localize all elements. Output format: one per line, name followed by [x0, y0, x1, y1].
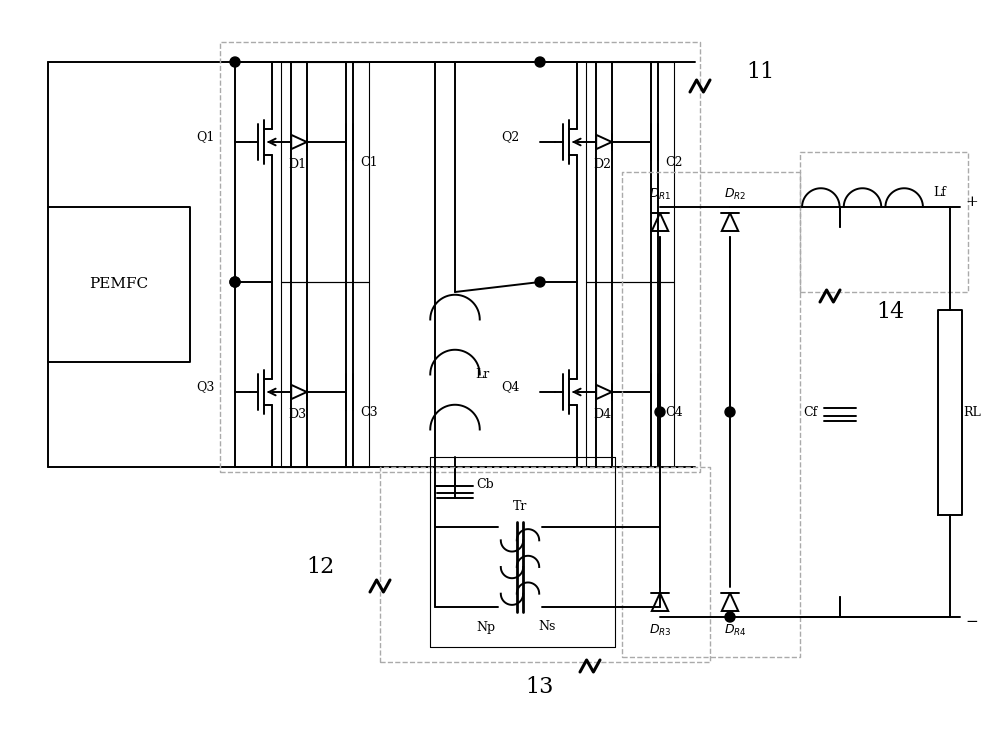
Text: +: +: [966, 195, 978, 209]
Text: Lf: Lf: [934, 186, 946, 199]
Text: Q3: Q3: [197, 381, 215, 393]
Text: Q1: Q1: [197, 131, 215, 144]
Circle shape: [535, 277, 545, 287]
Text: Tr: Tr: [513, 501, 527, 514]
Text: D4: D4: [593, 408, 611, 420]
Circle shape: [725, 612, 735, 622]
Circle shape: [725, 407, 735, 417]
Text: $D_{R3}$: $D_{R3}$: [649, 623, 671, 638]
Text: PEMFC: PEMFC: [89, 277, 149, 292]
Text: 11: 11: [746, 61, 774, 83]
Circle shape: [655, 407, 665, 417]
Text: 12: 12: [306, 556, 334, 578]
Text: $D_{R4}$: $D_{R4}$: [724, 623, 746, 638]
Circle shape: [230, 277, 240, 287]
Text: Q4: Q4: [502, 381, 520, 393]
Text: C4: C4: [665, 405, 683, 419]
Text: Lr: Lr: [475, 368, 489, 381]
Text: C3: C3: [360, 405, 378, 419]
Text: Np: Np: [476, 620, 495, 633]
Text: Cf: Cf: [803, 405, 817, 419]
Text: C2: C2: [665, 156, 683, 168]
Text: $D_{R1}$: $D_{R1}$: [649, 186, 671, 202]
Text: Cb: Cb: [476, 478, 494, 490]
Text: C1: C1: [360, 156, 378, 168]
Text: D1: D1: [288, 157, 306, 171]
Text: 13: 13: [526, 676, 554, 698]
Text: 14: 14: [876, 301, 904, 323]
Text: Q2: Q2: [502, 131, 520, 144]
Circle shape: [230, 277, 240, 287]
Text: Ns: Ns: [538, 620, 555, 633]
Text: RL: RL: [963, 405, 981, 419]
Text: D2: D2: [593, 157, 611, 171]
Text: −: −: [966, 615, 978, 629]
Text: D3: D3: [288, 408, 306, 420]
Text: $D_{R2}$: $D_{R2}$: [724, 186, 746, 202]
Circle shape: [535, 57, 545, 67]
Circle shape: [230, 57, 240, 67]
